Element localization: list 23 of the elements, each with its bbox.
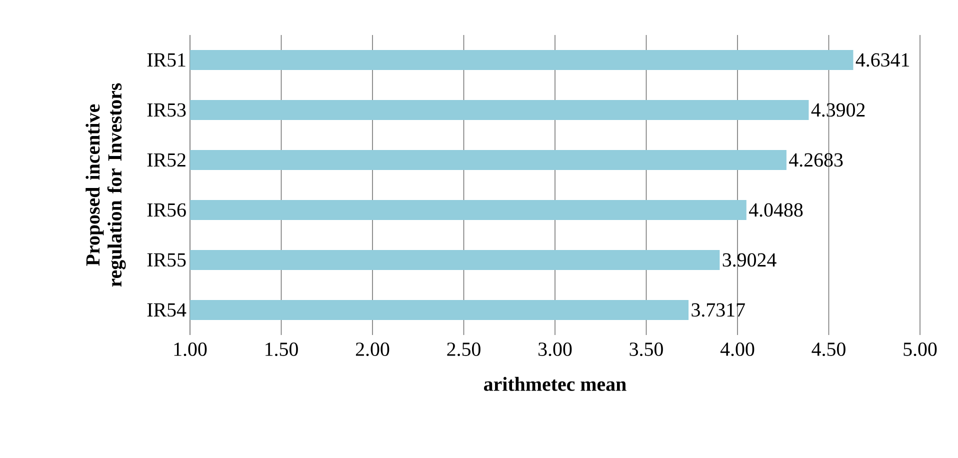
x-tick-label: 2.00	[356, 342, 390, 356]
data-label: 4.6341	[856, 53, 910, 67]
x-tick-label: 3.00	[538, 342, 572, 356]
y-tick-label: IR55	[147, 253, 186, 267]
data-label: 4.2683	[789, 153, 843, 167]
y-tick-label: IR54	[147, 303, 186, 317]
x-tick-label: 3.50	[630, 342, 663, 356]
data-label: 3.9024	[722, 253, 776, 267]
x-tick-label: 5.00	[904, 342, 937, 356]
x-axis-title: arithmetec mean	[484, 376, 626, 391]
data-label: 4.0488	[749, 203, 803, 217]
x-tick-label: 4.50	[812, 342, 846, 356]
data-label: 4.3902	[811, 103, 865, 117]
y-tick-label: IR52	[147, 153, 186, 167]
y-axis-title: Proposed incentive regulation for Investors	[86, 83, 126, 287]
y-tick-label: IR56	[147, 203, 186, 217]
y-tick-label: IR53	[147, 103, 186, 117]
data-label: 3.7317	[692, 303, 745, 317]
x-tick-label: 4.00	[720, 342, 754, 356]
y-tick-label: IR51	[147, 53, 186, 67]
x-tick-label: 1.00	[174, 342, 207, 356]
x-tick-label: 2.50	[447, 342, 480, 356]
x-tick-label: 1.50	[266, 342, 298, 356]
